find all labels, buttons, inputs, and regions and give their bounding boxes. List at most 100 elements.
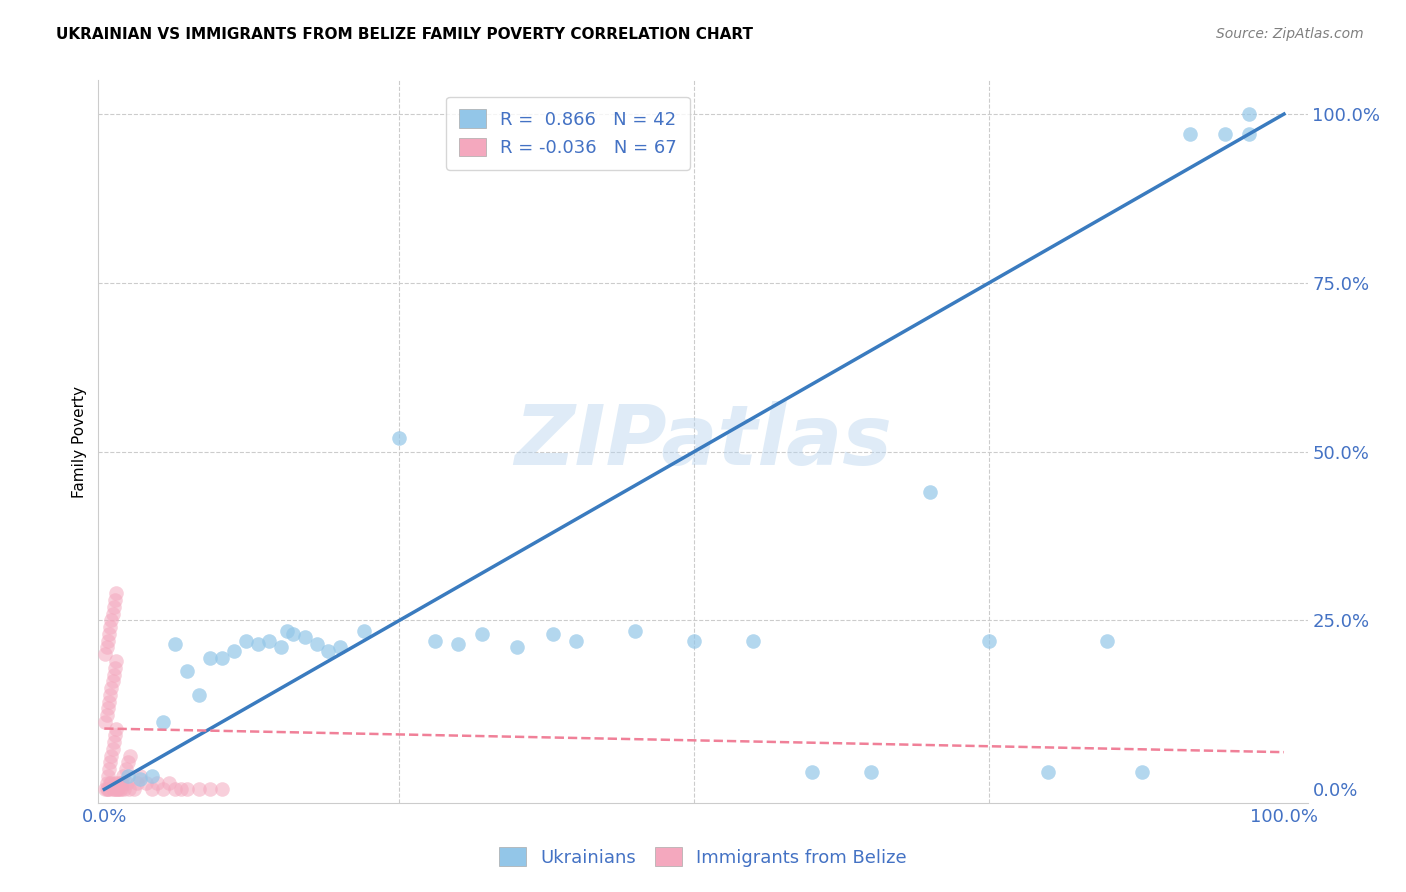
Point xyxy=(920,485,942,500)
Point xyxy=(120,748,142,763)
Point xyxy=(200,650,222,665)
Point xyxy=(96,708,118,723)
Point xyxy=(105,782,128,797)
Point xyxy=(128,769,150,783)
Point xyxy=(1095,633,1118,648)
Point xyxy=(1132,765,1154,780)
Point xyxy=(152,782,174,797)
Point xyxy=(1237,107,1260,121)
Point xyxy=(110,782,132,797)
Point xyxy=(105,654,128,668)
Point xyxy=(423,633,446,648)
Point xyxy=(105,586,128,600)
Point xyxy=(100,748,122,763)
Point xyxy=(259,633,281,648)
Point xyxy=(176,664,198,678)
Point xyxy=(101,674,124,689)
Point xyxy=(801,765,824,780)
Point xyxy=(329,640,352,655)
Point xyxy=(246,637,269,651)
Point xyxy=(98,756,121,770)
Point xyxy=(353,624,375,638)
Point xyxy=(104,775,127,789)
Point xyxy=(101,782,124,797)
Point xyxy=(103,735,125,749)
Point xyxy=(281,627,304,641)
Point xyxy=(506,640,529,655)
Point xyxy=(110,775,132,789)
Point xyxy=(860,765,883,780)
Point xyxy=(101,607,124,621)
Point xyxy=(94,782,117,797)
Point xyxy=(1213,128,1236,142)
Point xyxy=(222,644,245,658)
Point xyxy=(111,775,134,789)
Point xyxy=(104,661,127,675)
Point xyxy=(118,782,141,797)
Point xyxy=(96,782,118,797)
Point xyxy=(135,775,157,789)
Point xyxy=(108,782,131,797)
Point xyxy=(100,681,122,695)
Point xyxy=(176,782,198,797)
Point xyxy=(146,775,169,789)
Point xyxy=(115,775,138,789)
Point xyxy=(128,772,150,787)
Point xyxy=(98,620,121,634)
Point xyxy=(114,762,136,776)
Point xyxy=(107,782,129,797)
Point xyxy=(96,775,118,789)
Point xyxy=(318,644,340,658)
Point xyxy=(103,782,125,797)
Legend: Ukrainians, Immigrants from Belize: Ukrainians, Immigrants from Belize xyxy=(492,840,914,874)
Point xyxy=(97,633,120,648)
Point xyxy=(471,627,494,641)
Point xyxy=(98,627,121,641)
Point xyxy=(447,637,470,651)
Point xyxy=(98,762,121,776)
Point xyxy=(127,775,149,789)
Point xyxy=(97,782,120,797)
Point xyxy=(276,624,298,638)
Point xyxy=(117,769,139,783)
Point xyxy=(112,782,135,797)
Point xyxy=(977,633,1000,648)
Point xyxy=(105,782,128,797)
Point xyxy=(305,637,328,651)
Point xyxy=(141,769,163,783)
Point xyxy=(683,633,706,648)
Y-axis label: Family Poverty: Family Poverty xyxy=(72,385,87,498)
Point xyxy=(122,782,145,797)
Text: ZIPatlas: ZIPatlas xyxy=(515,401,891,482)
Point xyxy=(152,714,174,729)
Point xyxy=(235,633,257,648)
Point xyxy=(294,631,316,645)
Point xyxy=(624,624,647,638)
Point xyxy=(211,782,233,797)
Point xyxy=(98,688,121,702)
Point xyxy=(1178,128,1201,142)
Point xyxy=(100,775,122,789)
Point xyxy=(1036,765,1059,780)
Point xyxy=(98,782,121,797)
Point xyxy=(117,756,139,770)
Legend: R =  0.866   N = 42, R = -0.036   N = 67: R = 0.866 N = 42, R = -0.036 N = 67 xyxy=(446,96,689,169)
Point xyxy=(94,647,117,661)
Text: Source: ZipAtlas.com: Source: ZipAtlas.com xyxy=(1216,27,1364,41)
Point xyxy=(97,701,120,715)
Point xyxy=(107,775,129,789)
Text: UKRAINIAN VS IMMIGRANTS FROM BELIZE FAMILY POVERTY CORRELATION CHART: UKRAINIAN VS IMMIGRANTS FROM BELIZE FAMI… xyxy=(56,27,754,42)
Point xyxy=(104,593,127,607)
Point xyxy=(541,627,564,641)
Point xyxy=(103,599,125,614)
Point xyxy=(112,769,135,783)
Point xyxy=(105,722,128,736)
Point xyxy=(98,694,121,708)
Point xyxy=(104,728,127,742)
Point xyxy=(388,431,411,445)
Point xyxy=(165,637,187,651)
Point xyxy=(94,714,117,729)
Point xyxy=(101,741,124,756)
Point xyxy=(103,667,125,681)
Point xyxy=(270,640,292,655)
